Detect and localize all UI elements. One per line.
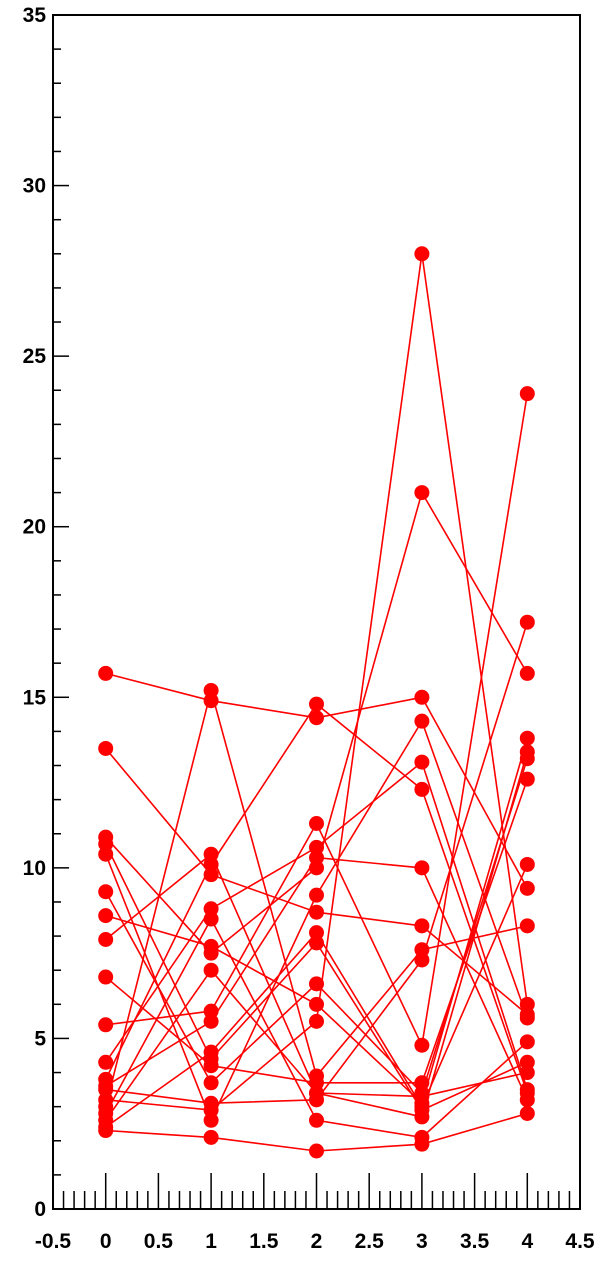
data-point: [309, 976, 324, 992]
x-tick-label: 1.5: [249, 1230, 279, 1253]
data-point: [98, 1017, 114, 1033]
data-point: [203, 911, 219, 927]
x-tick-label: 4.5: [565, 1230, 595, 1253]
data-point: [414, 918, 430, 934]
data-point: [203, 1102, 219, 1118]
data-point: [519, 730, 535, 746]
x-tick-label: 0.5: [144, 1230, 174, 1253]
data-point: [414, 713, 430, 729]
series-20: [98, 1105, 535, 1159]
data-point: [519, 918, 535, 934]
y-tick-label: 25: [23, 345, 47, 368]
data-point: [203, 1044, 219, 1060]
y-tick-label: 5: [34, 1027, 46, 1050]
data-point: [203, 938, 219, 954]
series-11: [98, 754, 535, 1098]
data-point: [414, 942, 430, 958]
data-point: [414, 1099, 430, 1115]
data-point: [414, 1037, 430, 1053]
data-point: [309, 887, 324, 903]
data-point: [203, 856, 219, 872]
x-tick-label: 2: [311, 1230, 323, 1253]
data-point: [414, 485, 430, 501]
data-point: [519, 1105, 535, 1121]
data-point: [309, 1143, 324, 1159]
series-7: [98, 730, 535, 1111]
y-tick-label: 20: [23, 516, 46, 539]
y-tick-label: 30: [23, 175, 46, 198]
data-point: [414, 860, 430, 876]
data-point: [203, 1058, 219, 1074]
x-tick-label: 3.5: [460, 1230, 490, 1253]
series-1: [98, 665, 535, 896]
data-point: [203, 1075, 219, 1091]
data-point: [98, 740, 114, 756]
data-point: [309, 996, 324, 1012]
x-tick-label: 3: [416, 1230, 428, 1253]
data-point: [519, 744, 535, 760]
data-point: [309, 925, 324, 941]
data-point: [203, 1013, 219, 1029]
series-15: [98, 246, 535, 1118]
data-point: [98, 931, 114, 947]
data-point: [414, 689, 430, 705]
data-point: [414, 1136, 430, 1152]
data-point: [414, 1075, 430, 1091]
data-point: [519, 996, 535, 1012]
data-point: [309, 816, 324, 832]
data-point: [309, 696, 324, 712]
y-tick-label: 15: [23, 686, 47, 709]
data-point: [309, 1085, 324, 1101]
series-layer: [98, 246, 535, 1159]
data-point: [98, 665, 114, 681]
data-point: [519, 1034, 535, 1050]
y-tick-label: 10: [23, 857, 46, 880]
axes-layer: -0.5 0 0.5 1 1.5 2 2.5 3 3.5 4 4.5 0 5 10 15 20 25 30 35: [23, 4, 595, 1253]
data-point: [98, 884, 114, 900]
data-point: [203, 682, 219, 698]
series-line: [105, 737, 529, 1105]
series-16: [98, 682, 535, 1115]
x-tick-label: 1: [205, 1230, 217, 1253]
y-tick-label: 0: [34, 1198, 46, 1221]
x-tick-label: 4: [521, 1230, 533, 1253]
data-point: [519, 771, 535, 787]
data-point: [98, 1123, 114, 1139]
x-tick-label: 2.5: [355, 1230, 385, 1253]
data-point: [309, 1068, 324, 1084]
plot-frame: [52, 14, 581, 1210]
y-tick-label: 35: [23, 4, 47, 27]
data-point: [519, 1065, 535, 1081]
data-point: [519, 1010, 535, 1026]
series-10: [98, 386, 535, 1053]
data-point: [203, 962, 219, 978]
data-point: [309, 710, 324, 726]
data-point: [519, 665, 535, 681]
data-point: [98, 846, 114, 862]
series-12: [98, 696, 535, 1101]
x-tick-label: -0.5: [35, 1230, 72, 1253]
data-point: [519, 1092, 535, 1108]
data-point: [309, 1013, 324, 1029]
data-point: [309, 904, 324, 920]
data-point: [519, 614, 535, 630]
data-point: [414, 781, 430, 797]
data-point: [98, 1054, 114, 1070]
data-point: [309, 1112, 324, 1128]
data-point: [414, 754, 430, 770]
data-point: [98, 969, 114, 985]
data-point: [519, 880, 535, 896]
data-point: [203, 1129, 219, 1145]
data-point: [414, 246, 430, 262]
data-point: [519, 386, 535, 402]
data-point: [98, 908, 114, 924]
series-5: [98, 713, 535, 1128]
x-tick-label: 0: [100, 1230, 112, 1253]
data-point: [309, 850, 324, 866]
data-point: [519, 856, 535, 872]
